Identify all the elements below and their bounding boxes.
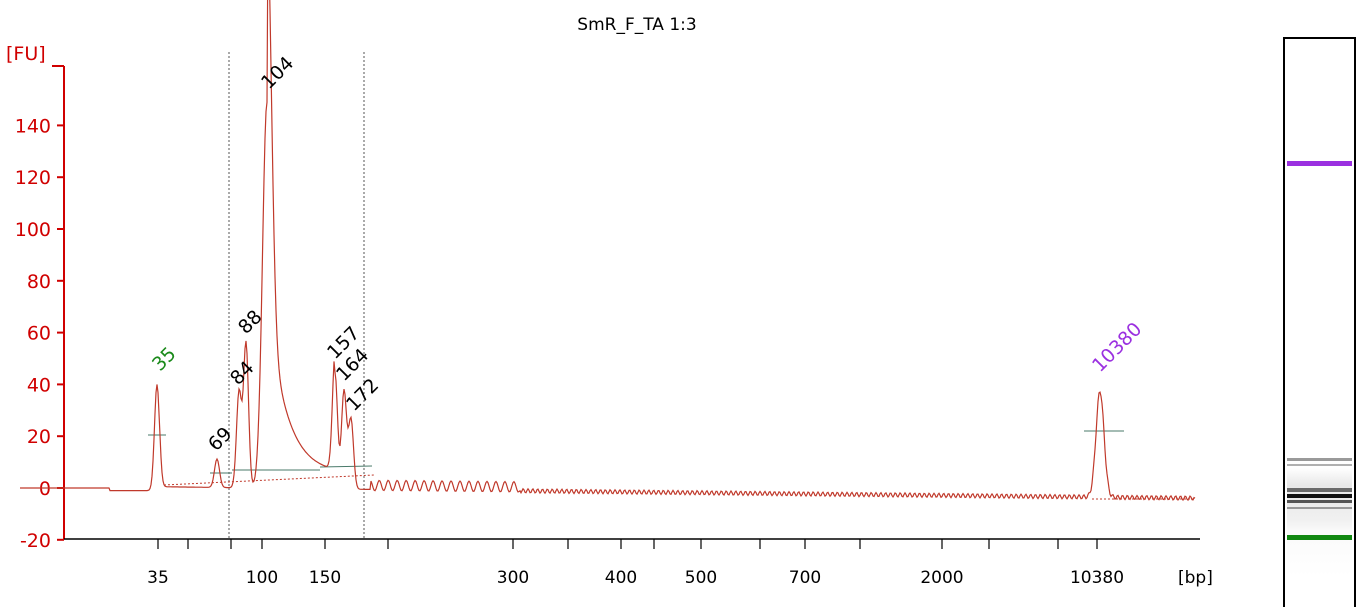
y-tick-label: 120: [15, 167, 51, 189]
peak-labels: 35 69 84 88 104 157 164 172 10380: [148, 52, 1146, 455]
y-tick-label: 60: [27, 323, 51, 345]
signal-trace: [20, 0, 1196, 502]
x-tick-label: 10380: [1070, 568, 1124, 588]
gel-bands: [1287, 161, 1352, 540]
baseline-segments: [148, 430, 1195, 500]
gel-band-main: [1287, 494, 1352, 498]
x-tick-label: 35: [147, 568, 169, 588]
y-ticks: -20 0 20 40 60 80 100 120 140: [15, 115, 64, 552]
y-tick-label: -20: [20, 530, 51, 552]
x-tick-label: 500: [685, 568, 717, 588]
y-tick-label: 100: [15, 219, 51, 241]
gel-band: [1287, 500, 1352, 503]
y-tick-label: 0: [39, 478, 51, 500]
y-tick-label: 80: [27, 271, 51, 293]
x-tick-label: 100: [246, 568, 278, 588]
x-tick-label: 300: [497, 568, 529, 588]
peak-label-10380: 10380: [1088, 318, 1146, 376]
x-tick-label: 2000: [920, 568, 963, 588]
peak-label-35: 35: [148, 343, 181, 376]
y-tick-label: 20: [27, 426, 51, 448]
gel-band: [1287, 458, 1352, 461]
x-axis-label: [bp]: [1178, 568, 1213, 588]
x-tick-label: 400: [605, 568, 637, 588]
y-tick-label: 40: [27, 374, 51, 396]
gel-band: [1287, 488, 1352, 492]
gel-lower-marker-band: [1287, 535, 1352, 540]
y-tick-label: 140: [15, 115, 51, 137]
gel-upper-marker-band: [1287, 161, 1352, 166]
peak-label-84: 84: [226, 357, 259, 390]
peak-label-69: 69: [204, 423, 237, 456]
gel-smear: [1287, 290, 1352, 577]
gel-band: [1287, 464, 1352, 466]
gel-band: [1287, 507, 1352, 509]
x-ticks: 35 100 150 300 400 500 700 2000 10380: [147, 539, 1124, 588]
x-tick-label: 150: [309, 568, 341, 588]
peak-label-104: 104: [257, 52, 298, 93]
chart-title: SmR_F_TA 1:3: [577, 15, 696, 35]
x-tick-label: 700: [789, 568, 821, 588]
y-axis-label: [FU]: [6, 43, 46, 65]
